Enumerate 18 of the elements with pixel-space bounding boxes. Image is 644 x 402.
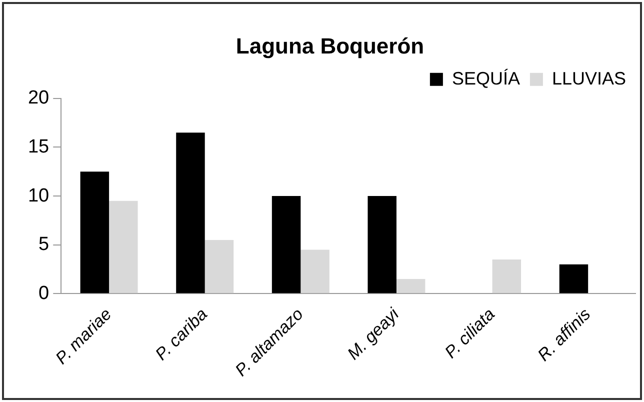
bar <box>300 250 330 294</box>
legend-label: SEQUÍA <box>452 68 520 88</box>
bar <box>204 240 234 294</box>
y-tick-label: 5 <box>38 234 50 256</box>
y-tick-label: 10 <box>28 185 50 206</box>
bar <box>492 259 522 294</box>
bar <box>272 196 301 294</box>
bar <box>559 264 588 294</box>
y-tick-label: 20 <box>28 88 50 109</box>
y-tick-label: 15 <box>28 136 50 158</box>
bar <box>396 279 426 294</box>
bar <box>80 172 110 294</box>
chart-title: Laguna Boquerón <box>236 33 424 58</box>
y-tick-label: 0 <box>38 282 50 304</box>
bar <box>176 132 205 294</box>
bar <box>368 196 396 294</box>
bar <box>109 200 138 294</box>
legend-label: LLUVIAS <box>552 68 626 88</box>
